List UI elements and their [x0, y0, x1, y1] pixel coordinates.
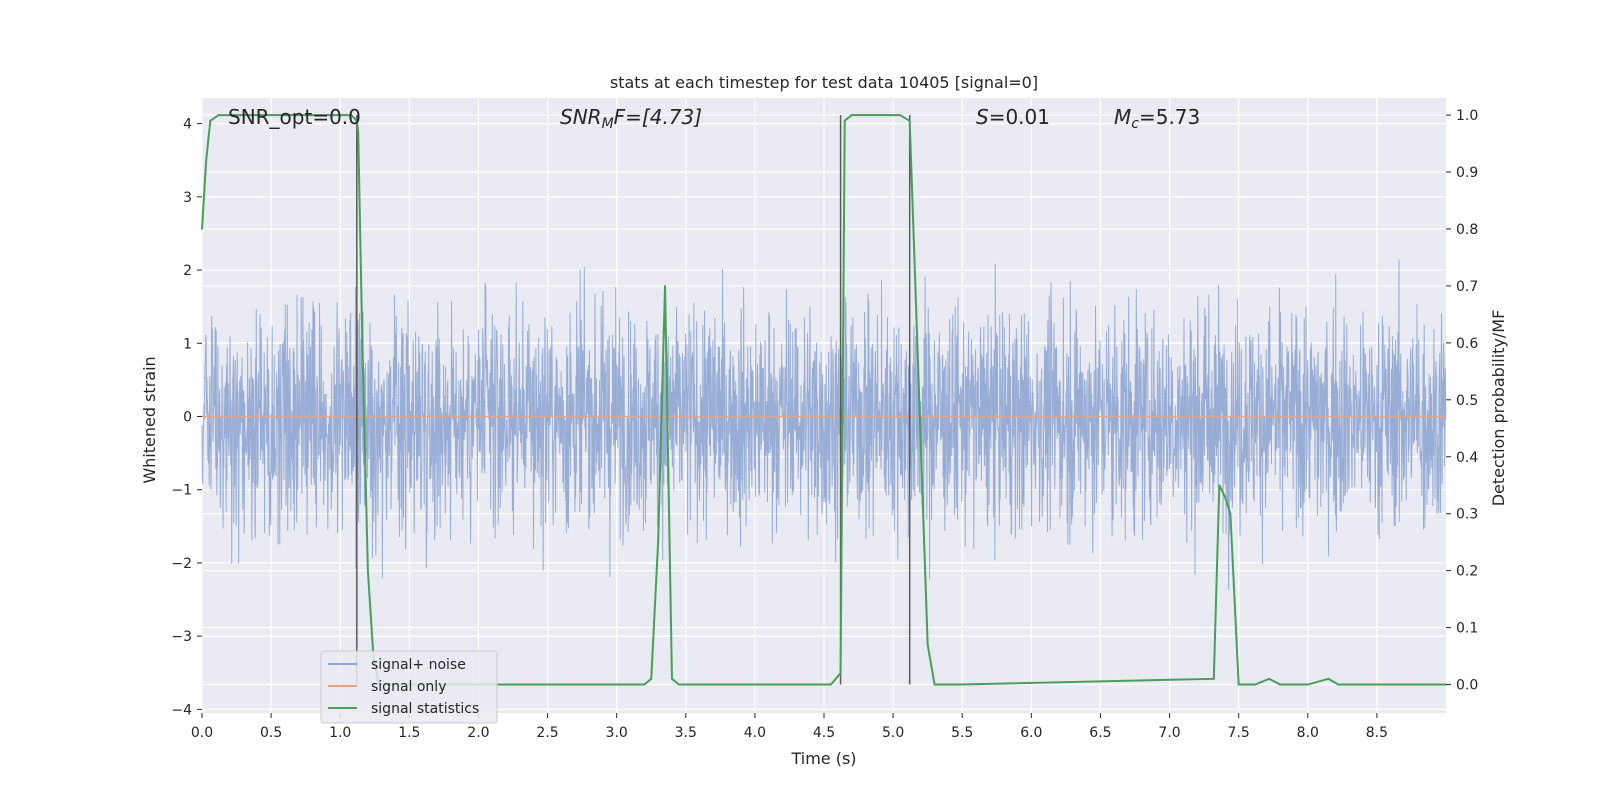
signal-statistics-point [1237, 683, 1240, 686]
signal-statistics-point [899, 114, 901, 116]
y-right-tick-label: 0.1 [1456, 621, 1478, 637]
signal-noise-line [201, 259, 1447, 591]
signal-statistics-point [209, 119, 212, 122]
x-tick-label: 3.5 [675, 725, 697, 741]
x-tick-label: 2.5 [536, 725, 558, 741]
signal-statistics-point [361, 341, 364, 344]
legend-label-signal-only: signal only [371, 679, 446, 695]
annotation-s: S=0.01 [976, 105, 1050, 129]
signal-statistics-point [933, 683, 936, 686]
signal-statistics-point [850, 114, 853, 116]
y-left-tick-label: 0 [183, 409, 192, 425]
signal-statistics-point [1344, 683, 1346, 686]
x-tick-label: 1.0 [329, 725, 351, 741]
y-left-tick-label: 4 [183, 117, 192, 133]
y-right-tick-label: 0.4 [1456, 450, 1478, 466]
signal-statistics-point [205, 159, 208, 162]
y-axis-left-title: Whitened strain [140, 356, 159, 483]
signal-statistics-point [1327, 677, 1330, 680]
y-right-tick-label: 0.0 [1456, 678, 1478, 694]
x-tick-label: 7.0 [1158, 725, 1180, 741]
legend: signal+ noise signal only signal statist… [320, 650, 498, 724]
x-tick-label: 6.0 [1020, 725, 1042, 741]
y-left-tick-label: −2 [171, 556, 192, 572]
signal-statistics-point [1218, 484, 1221, 487]
signal-statistics-point [201, 228, 203, 230]
y-left-tick-label: −1 [171, 483, 192, 499]
x-tick-label: 4.0 [744, 725, 766, 741]
signal-statistics-point [1337, 683, 1340, 686]
x-tick-label: 0.5 [260, 725, 282, 741]
x-tick-label: 1.5 [398, 725, 420, 741]
x-tick-label: 6.5 [1089, 725, 1111, 741]
y-left-tick-label: 3 [183, 190, 192, 206]
y-right-tick-label: 0.8 [1456, 222, 1478, 238]
x-tick-label: 5.5 [951, 725, 973, 741]
y-right-tick-label: 0.9 [1456, 165, 1478, 181]
signal-statistics-point [657, 541, 660, 544]
signal-statistics-point [839, 672, 842, 675]
signal-statistics-point [1212, 677, 1215, 680]
y-left-tick-label: −4 [171, 702, 192, 718]
x-axis-ticks: 0.0 0.5 1.0 1.5 2.0 2.5 3.0 3.5 4.0 4.5 5.0 5.5 6.0 6… [191, 713, 1388, 741]
signal-statistics-point [1268, 677, 1270, 680]
signal-statistics-point [217, 114, 220, 116]
y-left-tick-label: 1 [183, 336, 192, 352]
signal-statistics-point [1306, 683, 1309, 686]
signal-statistics-point [357, 131, 360, 134]
x-tick-label: 7.5 [1228, 725, 1250, 741]
y-right-tick-label: 0.3 [1456, 507, 1478, 523]
y-axis-right-ticks: 1.0 0.9 0.8 0.7 0.6 0.5 0.4 0.3 0.2 0.1 0.0 [1446, 108, 1478, 694]
chart-title: stats at each timestep for test data 104… [610, 73, 1038, 92]
series-signal-noise [201, 259, 1447, 591]
signal-statistics-point [671, 677, 673, 680]
annotation-mc: Mc=5.73 [1114, 105, 1200, 132]
y-right-tick-label: 0.6 [1456, 336, 1478, 352]
signal-statistics-point [650, 677, 653, 680]
x-tick-label: 5.0 [882, 725, 904, 741]
signal-statistics-point [350, 114, 353, 116]
signal-statistics-point [1254, 683, 1257, 686]
signal-statistics-point [1223, 495, 1226, 498]
x-tick-label: 2.0 [467, 725, 489, 741]
legend-box [320, 650, 498, 724]
series-signal-statistics [201, 114, 1447, 686]
signal-statistics-point [1279, 683, 1282, 686]
signal-statistics-point [926, 643, 929, 646]
signal-statistics-point [961, 683, 964, 686]
signal-statistics-point [355, 119, 358, 122]
annotation-snr-mf: SNRMF=[4.73] [560, 105, 702, 132]
signal-statistics-point [830, 683, 832, 686]
x-tick-label: 8.5 [1366, 725, 1388, 741]
x-tick-label: 3.0 [606, 725, 628, 741]
legend-label-signal-statistics: signal statistics [371, 701, 479, 717]
y-right-tick-label: 0.7 [1456, 279, 1478, 295]
signal-statistics-point [664, 285, 666, 287]
signal-statistics-point [1229, 512, 1232, 515]
annotation-snr-opt: SNR_opt=0.0 [228, 105, 361, 129]
y-left-tick-label: 2 [183, 263, 192, 279]
signal-statistics-point [843, 119, 846, 122]
signal-statistics-point [677, 683, 680, 686]
x-tick-label: 4.5 [813, 725, 835, 741]
x-tick-label: 8.0 [1297, 725, 1319, 741]
signal-statistics-point [908, 119, 911, 122]
y-right-tick-label: 0.5 [1456, 393, 1478, 409]
signal-statistics-line [201, 114, 1446, 686]
x-axis-title: Time (s) [790, 749, 856, 768]
y-right-tick-label: 1.0 [1456, 108, 1478, 124]
y-axis-right-title: Detection probability/MF [1489, 310, 1508, 507]
signal-statistics-point [366, 569, 369, 572]
y-right-tick-label: 0.2 [1456, 564, 1478, 580]
signal-statistics-point [643, 683, 646, 686]
grid [201, 98, 1446, 713]
legend-label-signal-noise: signal+ noise [371, 657, 466, 673]
y-left-tick-label: −3 [171, 629, 192, 645]
x-tick-label: 0.0 [191, 725, 213, 741]
y-axis-left-ticks: 4 3 2 1 0 −1 −2 −3 −4 [171, 117, 202, 718]
